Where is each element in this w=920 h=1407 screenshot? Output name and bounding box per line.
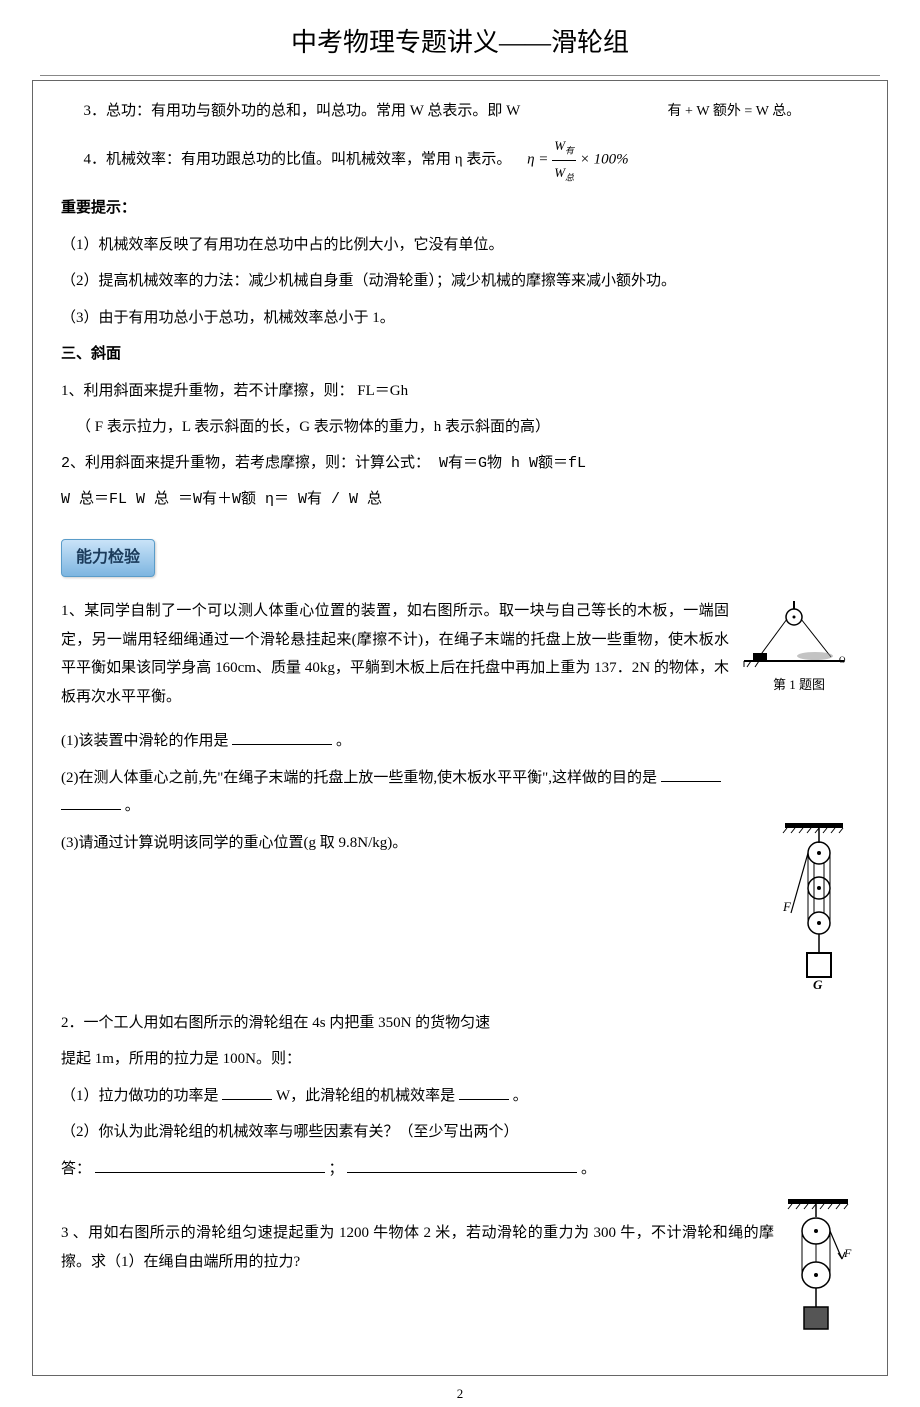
q1-sub2-blank1 [661, 767, 721, 782]
page-title: 中考物理专题讲义——滑轮组 [0, 0, 920, 75]
figure-2: F G [779, 823, 859, 993]
hint-2: （2）提高机械效率的力法：减少机械自身重（动滑轮重）；减少机械的摩擦等来减小额外… [61, 267, 859, 296]
hint-3: （3）由于有用功总小于总功，机械效率总小于 1。 [61, 304, 859, 333]
q2-sub1-b: W，此滑轮组的机械效率是 [276, 1088, 455, 1104]
svg-text:F: F [843, 1246, 852, 1260]
section-3-header: 三、斜面 [61, 340, 859, 369]
figure-3-svg: F [784, 1199, 854, 1349]
q2-blank1 [222, 1085, 272, 1100]
q1-sub3: (3)请通过计算说明该同学的重心位置(g 取 9.8N/kg)。 [61, 829, 859, 858]
hint-1: （1）机械效率反映了有用功在总功中占的比例大小，它没有单位。 [61, 231, 859, 260]
sec3-line2: 2、利用斜面来提升重物，若考虑摩擦，则：计算公式： W有＝G物 h W额＝fL [61, 450, 859, 479]
q1-sub2-text: (2)在测人体重心之前,先"在绳子末端的托盘上放一些重物,使木板水平平衡",这样… [61, 770, 661, 786]
q1-sub1: (1)该装置中滑轮的作用是 。 [61, 727, 859, 756]
figure-1-svg: O [739, 601, 849, 671]
q2-ans-end: 。 [581, 1161, 596, 1177]
figure-1: O 第 1 题图 [739, 601, 859, 698]
svg-text:G: G [813, 977, 823, 992]
q2-ans-blank1 [95, 1158, 325, 1173]
item-4: 4．机械效率：有用功跟总功的比值。叫机械效率，常用 η 表示。 η = W有W总… [61, 134, 859, 186]
q2-ans-blank2 [347, 1158, 577, 1173]
q2-blank2 [459, 1085, 509, 1100]
item-3: 3．总功：有用功与额外功的总和，叫总功。常用 W 总表示。即 W 有 + W 额… [61, 97, 859, 126]
q2-body-a: 2．一个工人用如右图所示的滑轮组在 4s 内把重 350N 的货物匀速 [61, 1009, 859, 1038]
ability-badge: 能力检验 [61, 539, 155, 577]
q2-sub1-c: 。 [513, 1088, 528, 1104]
sec3-line3: W 总＝FL W 总 ＝W有＋W额 η＝ W有 / W 总 [61, 486, 859, 515]
q2-ans-label: 答： [61, 1161, 91, 1177]
q2-sub2: （2）你认为此滑轮组的机械效率与哪些因素有关？（至少写出两个） [61, 1118, 859, 1147]
sec3-line1-note: （ F 表示拉力，L 表示斜面的长，G 表示物体的重力，h 表示斜面的高） [61, 413, 859, 442]
page-number: 2 [0, 1382, 920, 1407]
title-underline [40, 75, 880, 76]
q1-sub2-tail: 。 [125, 798, 140, 814]
figure-3: F [784, 1199, 859, 1349]
q2-sub1: （1）拉力做功的功率是 W，此滑轮组的机械效率是 。 [61, 1082, 859, 1111]
eta-formula: η = W有W总 × 100% [527, 134, 629, 186]
q1-sub2-blank2 [61, 795, 121, 810]
svg-text:F: F [782, 899, 792, 914]
q1-sub1-text: (1)该装置中滑轮的作用是 [61, 733, 232, 749]
q2-sub1-a: （1）拉力做功的功率是 [61, 1088, 219, 1104]
q2-answer: 答： ； 。 [61, 1155, 859, 1184]
figure-1-caption: 第 1 题图 [739, 673, 859, 698]
q1-sub2: (2)在测人体重心之前,先"在绳子末端的托盘上放一些重物,使木板水平平衡",这样… [61, 764, 859, 821]
q1-sub1-blank [232, 730, 332, 745]
content-frame: 3．总功：有用功与额外功的总和，叫总功。常用 W 总表示。即 W 有 + W 额… [32, 80, 888, 1376]
q3-body: 3 、用如右图所示的滑轮组匀速提起重为 1200 牛物体 2 米，若动滑轮的重力… [61, 1219, 859, 1276]
q2-body-b: 提起 1m，所用的拉力是 100N。则： [61, 1045, 859, 1074]
figure-2-svg: F G [779, 823, 849, 993]
item3-tail: 有 + W 额外 = W 总。 [668, 104, 801, 119]
hint-header: 重要提示： [61, 194, 859, 223]
item4-text: 4．机械效率：有用功跟总功的比值。叫机械效率，常用 η 表示。 [84, 152, 512, 168]
q1-sub1-tail: 。 [336, 733, 351, 749]
sec3-line1: 1、利用斜面来提升重物，若不计摩擦，则： FL＝Gh [61, 377, 859, 406]
svg-text:O: O [839, 655, 846, 665]
item3-text: 3．总功：有用功与额外功的总和，叫总功。常用 W 总表示。即 W [84, 103, 521, 119]
q2-ans-sep: ； [329, 1161, 344, 1177]
